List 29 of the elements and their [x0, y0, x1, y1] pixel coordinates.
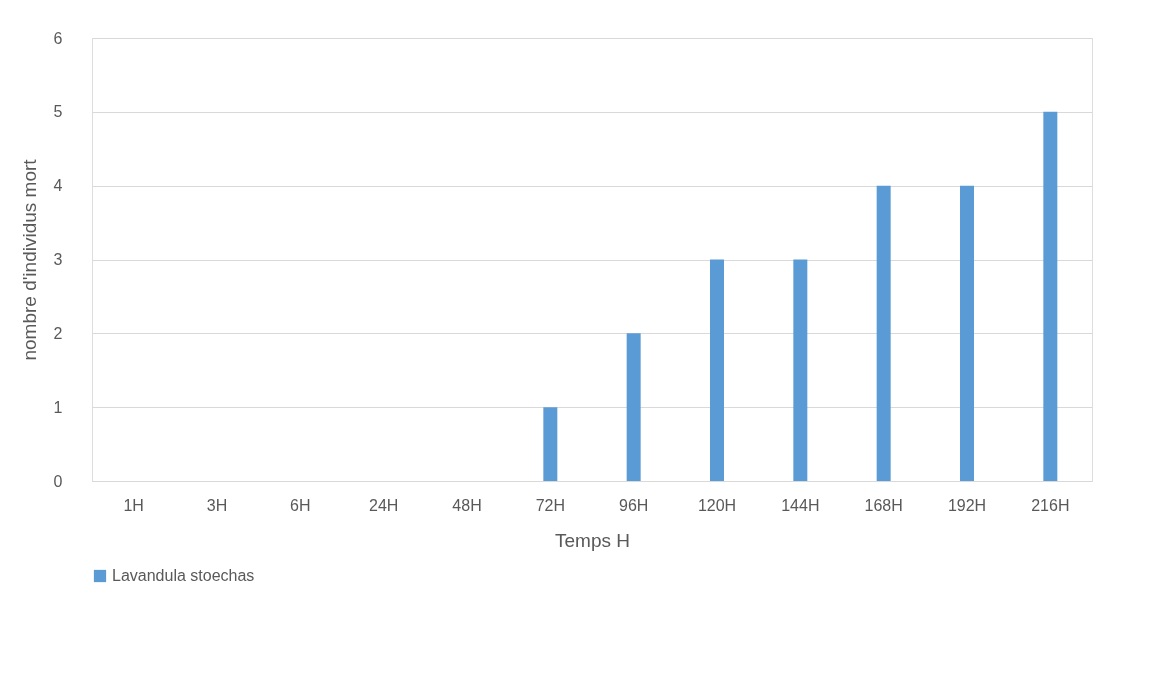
x-tick-label: 72H [535, 496, 566, 514]
y-tick-label: 1 [53, 398, 63, 416]
y-tick-label: 3 [53, 251, 63, 268]
y-tick-label: 0 [53, 472, 63, 490]
x-tick-label: 96H [618, 496, 649, 514]
x-axis-title: Temps H [555, 529, 630, 551]
bar [626, 333, 641, 481]
y-axis-title: nombre d'individus mort [18, 158, 40, 361]
x-tick-label: 120H [697, 496, 737, 514]
legend-label: Lavandula stoechas [112, 567, 255, 584]
bar [543, 407, 558, 481]
bar [1043, 111, 1058, 481]
x-tick-label: 24H [368, 496, 399, 514]
bar [876, 185, 891, 481]
y-tick-label: 4 [53, 177, 63, 195]
x-tick-label: 3H [206, 496, 228, 514]
x-tick-label: 1H [123, 496, 144, 514]
bar [710, 259, 724, 481]
x-tick-label: 192H [947, 496, 987, 514]
bar [793, 259, 808, 481]
x-tick-label: 168H [864, 496, 903, 514]
x-tick-label: 48H [452, 496, 482, 514]
bar [960, 185, 974, 481]
y-tick-label: 6 [53, 29, 63, 47]
y-tick-label: 5 [53, 103, 63, 121]
x-tick-label: 144H [781, 496, 820, 514]
x-tick-label: 216H [1031, 496, 1070, 514]
x-tick-label: 6H [290, 496, 311, 514]
y-tick-label: 2 [53, 324, 63, 342]
